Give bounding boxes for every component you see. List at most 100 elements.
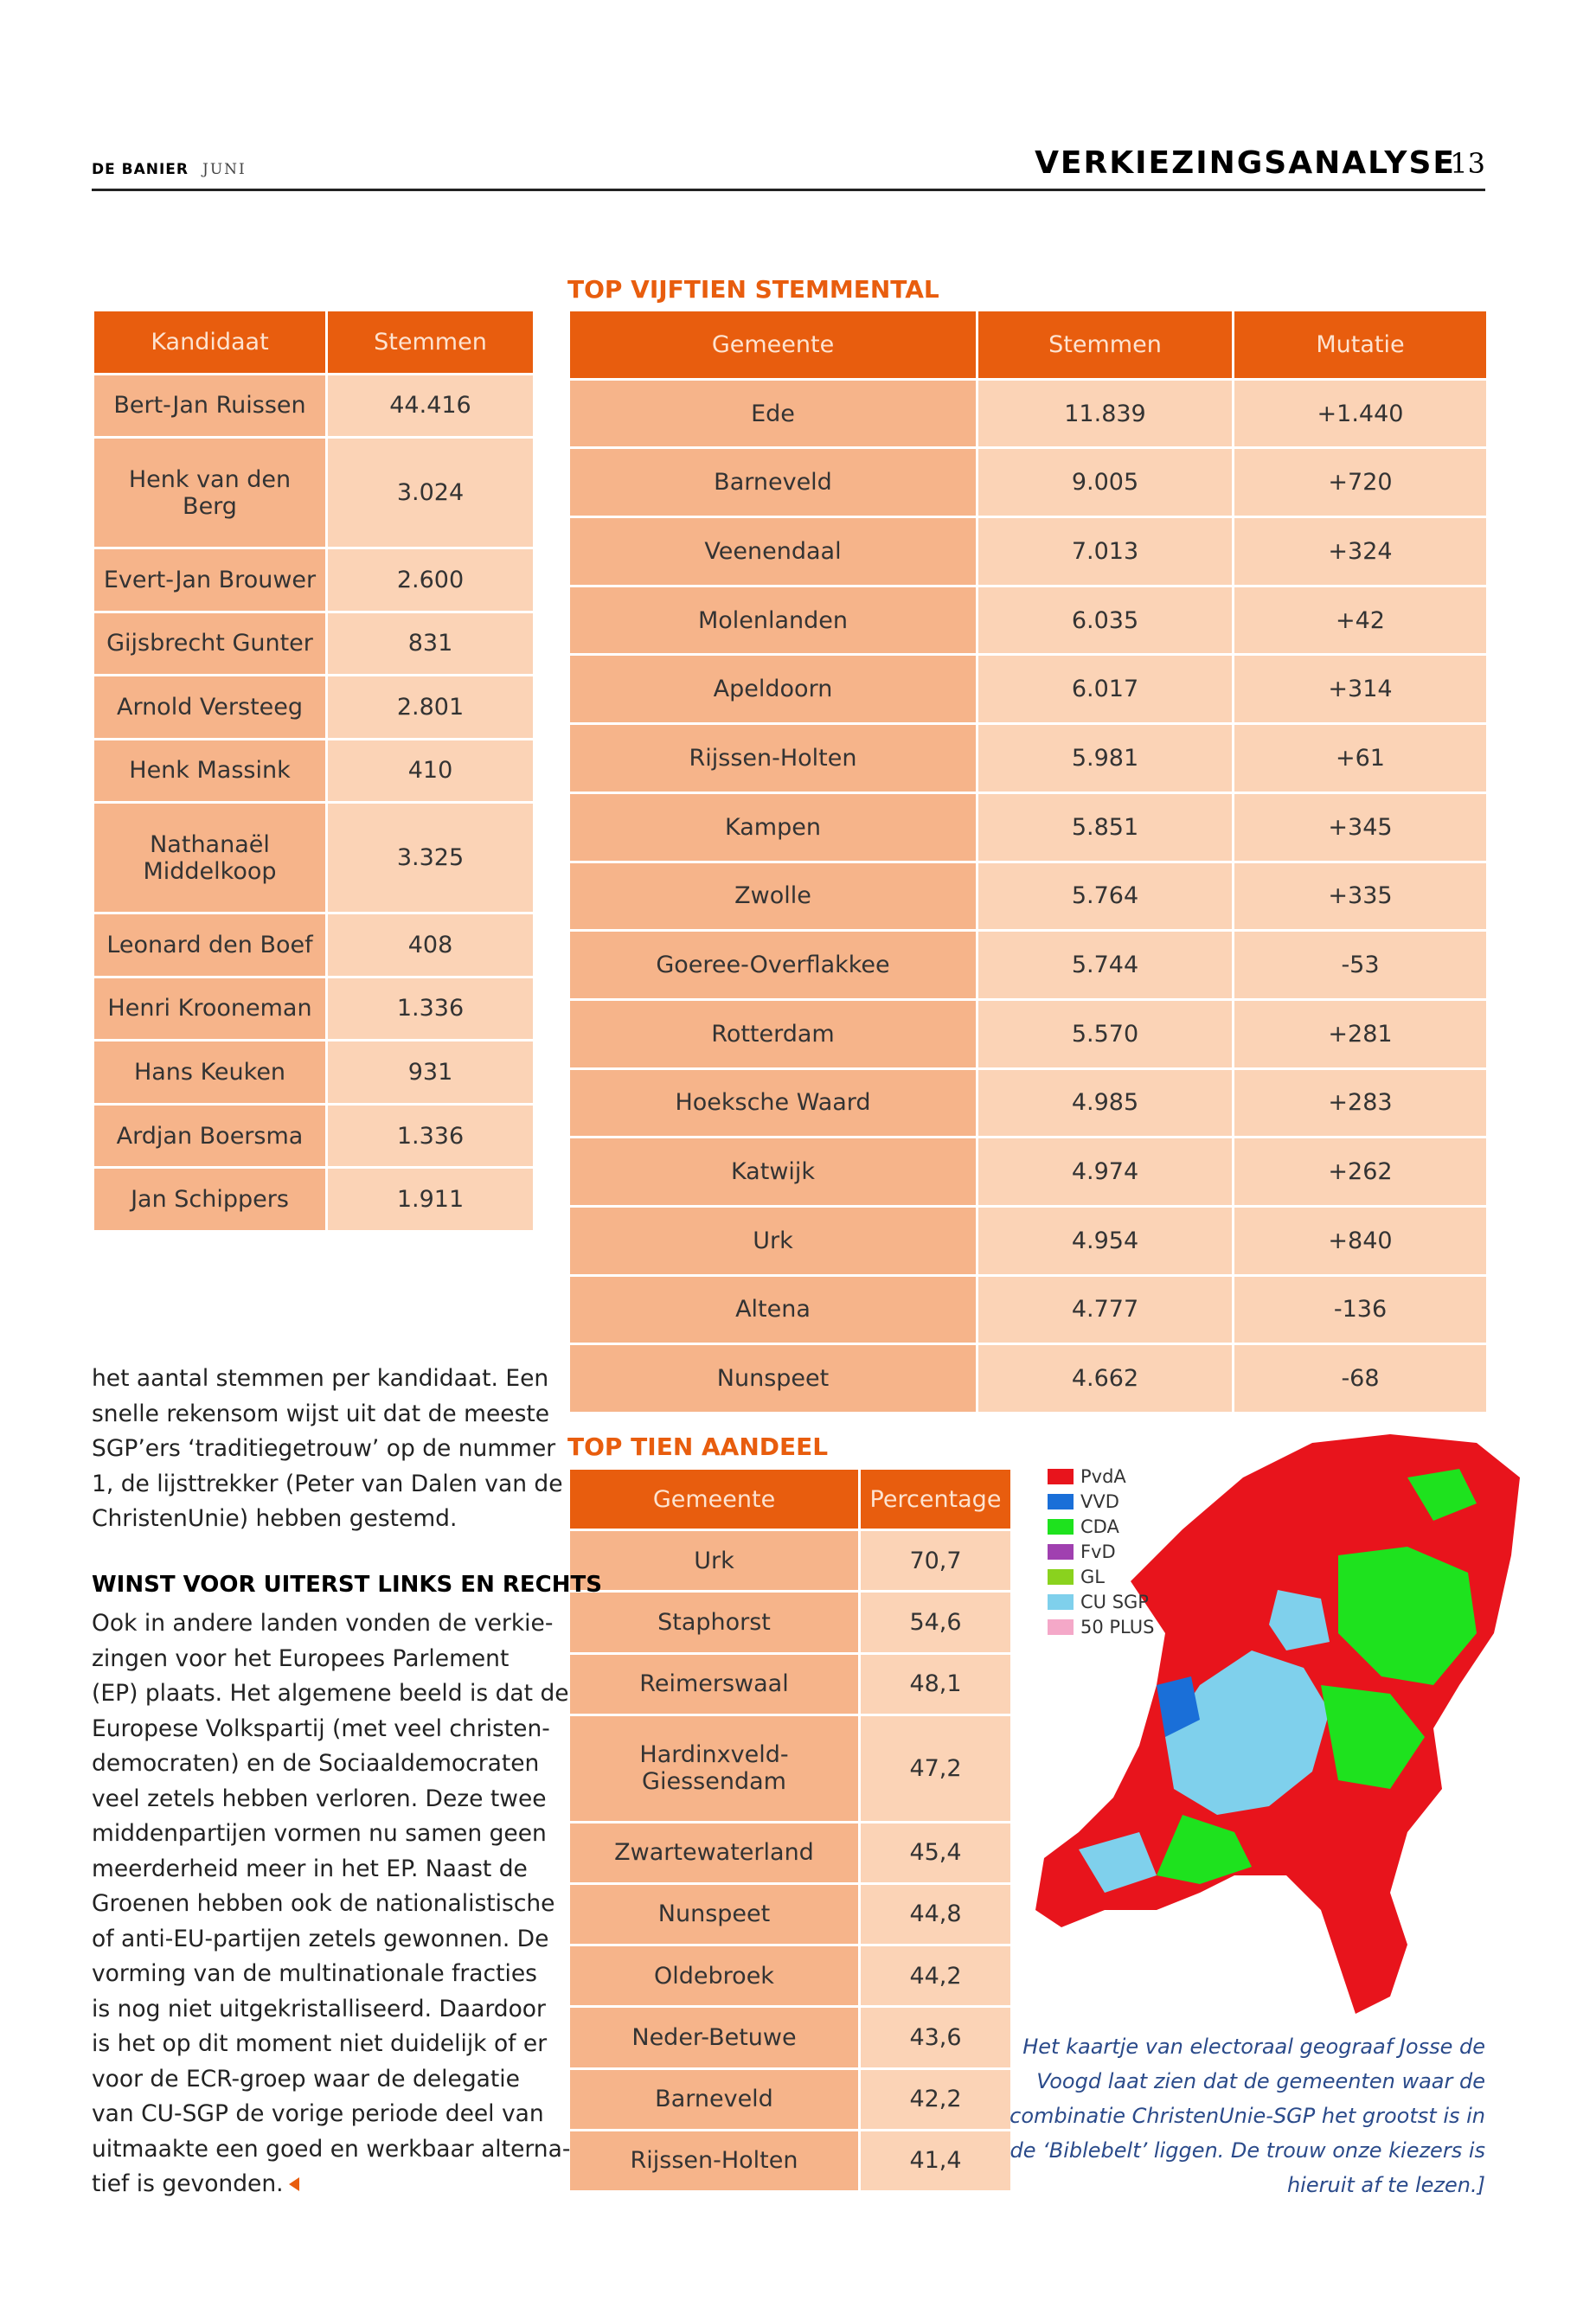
subheading: WINST VOOR UITERST LINKS EN RECHTS: [92, 1572, 602, 1598]
cell: 42,2: [858, 2067, 1013, 2131]
text-line: hieruit af te lezen.]: [1286, 2173, 1485, 2197]
cell: Evert-Jan Brouwer: [92, 546, 328, 613]
cell: -68: [1232, 1343, 1489, 1414]
cell: 4.777: [976, 1273, 1234, 1346]
row: Rotterdam 5.570 +281: [567, 997, 1489, 1070]
cell: +61: [1232, 722, 1489, 794]
row: Katwijk 4.974 +262: [567, 1136, 1489, 1208]
cell: +335: [1232, 860, 1489, 933]
cell: Bert-Jan Ruissen: [92, 372, 328, 439]
row: Bert-Jan Ruissen 44.416: [92, 372, 535, 439]
cell: 44.416: [325, 372, 535, 439]
cell: Hans Keuken: [92, 1039, 328, 1106]
cell: +283: [1232, 1067, 1489, 1139]
row: Leonard den Boef 408: [92, 912, 535, 978]
column-header: Kandidaat: [92, 309, 328, 375]
row: Henk Massink 410: [92, 737, 535, 804]
text-line: Voogd laat zien dat de gemeenten waar de: [1036, 2069, 1485, 2093]
cell: 6.017: [976, 653, 1234, 726]
cell: Nunspeet: [567, 1343, 978, 1414]
cell: 1.911: [325, 1166, 535, 1233]
row: Rijssen-Holten 41,4: [567, 2128, 1013, 2194]
cell: Neder-Betuwe: [567, 2005, 861, 2070]
text-line: de ‘Biblebelt’ liggen. De trouw onze kie…: [1010, 2138, 1486, 2163]
cell: 9.005: [976, 446, 1234, 519]
map-region: [1407, 1469, 1477, 1521]
candidates-table: Kandidaat Stemmen Bert-Jan Ruissen 44.416 He…: [92, 309, 535, 1233]
row: Barneveld 9.005 +720: [567, 446, 1489, 519]
legend-label: FvD: [1080, 1541, 1116, 1562]
legend-label: VVD: [1080, 1491, 1119, 1512]
cell: 410: [325, 737, 535, 804]
cell: 4.954: [976, 1204, 1234, 1277]
cell: -53: [1232, 929, 1489, 1001]
column-header: Percentage: [858, 1466, 1013, 1532]
text-line: Het kaartje van electoraal geograaf Joss…: [1022, 2035, 1485, 2059]
text-line: is het op dit moment niet duidelijk of e…: [92, 2030, 548, 2057]
legend-label: 50 PLUS: [1080, 1617, 1154, 1638]
cell: 2.801: [325, 674, 535, 740]
column-header: Mutatie: [1232, 309, 1489, 381]
cell: +324: [1232, 516, 1489, 587]
cell: 11.839: [976, 377, 1234, 450]
cell: 48,1: [858, 1651, 1013, 1716]
cell: Urk: [567, 1204, 978, 1277]
cell: 2.600: [325, 546, 535, 613]
text-line: middenpartijen vormen nu samen geen: [92, 1820, 547, 1847]
legend-swatch: [1048, 1544, 1074, 1560]
caption: Het kaartje van electoraal geograaf Joss…: [1010, 2029, 1485, 2202]
text-line: uitmaakte een goed en werkbaar alterna-: [92, 2135, 571, 2163]
row: Urk 70,7: [567, 1529, 1013, 1593]
paragraph: Ook in andere landen vonden de verkie-zi…: [92, 1606, 570, 2202]
cell: Henri Krooneman: [92, 975, 328, 1042]
row: Nunspeet 4.662 -68: [567, 1343, 1489, 1414]
cell: 5.744: [976, 929, 1234, 1001]
cell: 3.325: [325, 801, 535, 915]
cell: Jan Schippers: [92, 1166, 328, 1233]
cell: +1.440: [1232, 377, 1489, 450]
cell: +281: [1232, 997, 1489, 1070]
row: Ardjan Boersma 1.336: [92, 1102, 535, 1170]
cell: Rijssen-Holten: [567, 722, 978, 794]
publication: DE BANIER: [92, 161, 189, 178]
column-header: Gemeente: [567, 309, 978, 381]
cell: 6.035: [976, 584, 1234, 657]
row: Rijssen-Holten 5.981 +61: [567, 722, 1489, 794]
row: Zwolle 5.764 +335: [567, 860, 1489, 933]
cell: Nunspeet: [567, 1881, 861, 1947]
text-line: (EP) plaats. Het algemene beeld is dat d…: [92, 1680, 569, 1707]
map-legend: PvdA VVD CDA FvD GL CU SGP 50 PLUS: [1048, 1466, 1154, 1638]
text-line: Ook in andere landen vonden de verkie-: [92, 1610, 554, 1637]
text-line: het aantal stemmen per kandidaat. Een: [92, 1365, 549, 1392]
row: Gijsbrecht Gunter 831: [92, 610, 535, 677]
map-region: [1165, 1650, 1330, 1815]
cell: 70,7: [858, 1529, 1013, 1593]
header-row: Gemeente Percentage: [567, 1466, 1013, 1532]
text-line: van CU-SGP de vorige periode deel van: [92, 2100, 544, 2127]
cell: 54,6: [858, 1590, 1013, 1655]
row: Nunspeet 44,8: [567, 1881, 1013, 1947]
cell: 41,4: [858, 2128, 1013, 2194]
legend-label: GL: [1080, 1567, 1105, 1587]
cell: +840: [1232, 1204, 1489, 1277]
text-line: snelle rekensom wijst uit dat de meeste: [92, 1400, 550, 1427]
table-title: TOP VIJFTIEN STEMMENTAL: [567, 275, 939, 304]
cell: 3.024: [325, 436, 535, 549]
legend-swatch: [1048, 1494, 1074, 1509]
legend-label: CDA: [1080, 1516, 1119, 1537]
row: Evert-Jan Brouwer 2.600: [92, 546, 535, 613]
cell: 831: [325, 610, 535, 677]
cell: Leonard den Boef: [92, 912, 328, 978]
cell: Arnold Versteeg: [92, 674, 328, 740]
map-region: [1157, 1676, 1200, 1737]
map: PvdA VVD CDA FvD GL CU SGP 50 PLUS: [1035, 1434, 1520, 2014]
legend-swatch: [1048, 1569, 1074, 1585]
cell: 408: [325, 912, 535, 978]
cell: 44,2: [858, 1944, 1013, 2009]
cell: Hardinxveld-Giessendam: [567, 1713, 861, 1823]
cell: Zwartewaterland: [567, 1820, 861, 1885]
text-line: voor de ECR-groep waar de delegatie: [92, 2065, 520, 2093]
cell: Henk van den Berg: [92, 436, 328, 549]
row: Goeree-Overflakkee 5.744 -53: [567, 929, 1489, 1001]
